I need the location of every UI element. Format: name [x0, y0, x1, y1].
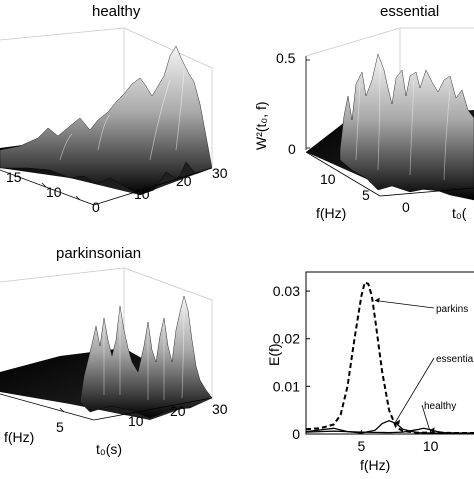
ef-plot-frame	[305, 271, 474, 435]
parkinsonian-t-label: t₀(s)	[96, 441, 122, 457]
parkinsonian-ridges	[103, 299, 185, 400]
essential-z-tick-05: 0.5	[276, 50, 296, 66]
parkinsonian-t-tick-30: 30	[212, 401, 228, 417]
ef-ytick-label: 0.02	[273, 331, 300, 347]
healthy-t-axis	[93, 167, 213, 206]
healthy-t-tick-10: 10	[134, 186, 150, 202]
ef-ytick-label: 0.01	[273, 378, 300, 394]
panel-essential: essential 0.5 0 W²(t₀, f) 10 5 f(Hz) 0 t…	[253, 3, 474, 221]
healthy-ridges	[59, 69, 185, 161]
ef-ytick-label: 0	[292, 426, 300, 442]
parkinsonian-t-tick-20: 20	[170, 403, 186, 419]
ef-xtick-label: 10	[423, 438, 439, 454]
ef-annotation-parkinsonian: parkins	[436, 304, 468, 315]
ef-xlabel: f(Hz)	[360, 457, 390, 473]
essential-f-tick-10: 10	[320, 171, 336, 187]
ef-annotation-arrow	[374, 300, 435, 309]
ef-annotation-healthy: healthy	[424, 401, 456, 412]
healthy-f-tick-10: 10	[46, 184, 62, 200]
ef-annotation-arrow	[421, 404, 431, 431]
ef-arrow-head	[429, 427, 435, 433]
parkinsonian-f-label: f(Hz)	[4, 429, 34, 445]
essential-t-tick-0: 0	[402, 199, 410, 215]
panel-parkinsonian: parkinsonian 5 f(Hz) 10 20 30 t₀(s)	[0, 245, 228, 457]
ef-annotation-arrow	[394, 357, 435, 423]
healthy-title: healthy	[92, 3, 141, 20]
ef-annotation-essential: essentia	[436, 354, 474, 365]
parkinsonian-f-tick-5: 5	[56, 419, 64, 435]
essential-t-axis	[379, 187, 474, 197]
healthy-f-axis	[0, 169, 95, 206]
essential-t-label: t₀(	[452, 205, 467, 221]
panel-healthy: healthy 15 10 0 10 20 30	[0, 3, 228, 215]
ef-ytick-label: 0.03	[273, 283, 300, 299]
panel-energy-spectrum: E(f) f(Hz) 0 0.01 0.02 0.03 5 10 parkins essen…	[266, 271, 474, 473]
essential-f-label: f(Hz)	[316, 205, 346, 221]
ef-xtick-label: 5	[357, 438, 365, 454]
healthy-t-tick-0: 0	[92, 199, 100, 215]
parkinsonian-t-axis	[93, 397, 213, 421]
parkinsonian-f-axis	[0, 393, 95, 421]
ef-series-healthy	[305, 427, 474, 434]
parkinsonian-title: parkinsonian	[56, 245, 141, 262]
ef-ylabel: E(f)	[266, 343, 282, 366]
parkinsonian-surface	[79, 295, 213, 419]
essential-ridges	[355, 61, 451, 181]
essential-f-tick-5: 5	[362, 187, 370, 203]
ef-arrow-head	[395, 419, 401, 425]
essential-z-tick-0: 0	[288, 141, 296, 157]
essential-z-label: W²(t₀, f)	[253, 101, 269, 150]
essential-f-axis	[305, 151, 381, 197]
healthy-t-tick-20: 20	[176, 173, 192, 189]
ef-arrow-head	[374, 297, 380, 303]
essential-title: essential	[380, 3, 439, 20]
parkinsonian-t-tick-10: 10	[128, 413, 144, 429]
healthy-t-tick-30: 30	[212, 165, 228, 181]
essential-z-axis	[305, 56, 310, 150]
essential-surface	[339, 53, 474, 201]
healthy-f-tick-15: 15	[6, 169, 22, 185]
